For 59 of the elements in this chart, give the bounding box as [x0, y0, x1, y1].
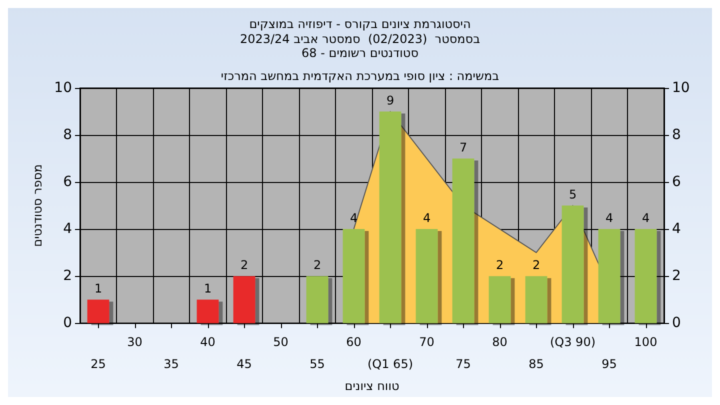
y2-tick-label: 4 [672, 221, 681, 238]
bar [562, 206, 584, 324]
bar [416, 229, 438, 324]
bar [598, 229, 620, 324]
x-tick-label: 45 [236, 357, 252, 372]
x-tick-label: 100 [634, 335, 658, 350]
x-tick-label: (Q1 65) [367, 357, 414, 372]
bar [342, 229, 365, 324]
data-label: 2 [313, 258, 322, 272]
x-tick-label: 60 [346, 335, 362, 350]
bar [379, 112, 402, 324]
x-tick-label: 35 [164, 357, 179, 372]
data-label: 2 [532, 258, 540, 272]
x-tick-label: 75 [456, 357, 471, 372]
x-tick-label: 95 [602, 357, 617, 372]
x-tick-label: 70 [419, 335, 434, 350]
x-tick-label: 40 [200, 335, 216, 350]
data-label: 4 [642, 211, 650, 226]
y2-tick-label: 2 [672, 268, 681, 284]
y2-tick-label: 10 [672, 80, 690, 96]
x-axis-title: טווח ציונים [344, 379, 400, 393]
x-tick-label: (Q3 90) [550, 335, 596, 350]
bar [488, 276, 511, 324]
data-label: 1 [204, 282, 212, 296]
y2-tick-label: 6 [672, 174, 681, 190]
y-axis-title: מספר סטודנטים [30, 164, 44, 247]
x-tick-label: 25 [90, 357, 106, 372]
x-tick-label: 30 [127, 335, 142, 350]
y-tick-label: 4 [63, 221, 72, 238]
y-tick-label: 8 [63, 127, 72, 144]
bar [87, 300, 110, 324]
y-tick-label: 2 [63, 268, 72, 284]
bar [634, 229, 657, 324]
data-label: 4 [350, 211, 358, 226]
data-label: 9 [386, 94, 394, 108]
bar [525, 276, 548, 324]
data-label: 2 [240, 258, 248, 272]
x-tick-label: 50 [273, 335, 288, 350]
data-label: 7 [459, 140, 468, 155]
x-tick-label: 85 [528, 357, 544, 372]
y2-tick-label: 8 [672, 127, 681, 144]
x-tick-label: 55 [310, 357, 325, 372]
y-tick-label: 6 [63, 174, 72, 190]
data-label: 1 [94, 282, 102, 296]
y-tick-label: 10 [54, 80, 72, 96]
text: במשימה : ציון סופי במערכת האקדמית במחשב המרכזי [220, 69, 500, 83]
data-label: 4 [422, 211, 431, 226]
chart-subtitle: בסמסטר (02/2023) סמסטר אביב 2023/24 סטודנטים רשומים - 68 [240, 32, 480, 60]
data-label: 2 [496, 258, 504, 272]
data-label: 4 [605, 211, 614, 226]
bar [306, 276, 328, 324]
x-tick-label: 80 [492, 335, 508, 350]
y2-tick-label: 0 [672, 315, 681, 332]
data-label: 5 [568, 188, 577, 202]
chart-title: היסטוגרמת ציונים בקורס - דיפוזיה במוצקים [249, 17, 471, 31]
y-tick-label: 0 [63, 315, 72, 332]
bar [233, 276, 256, 324]
bar [452, 158, 474, 324]
bar [196, 300, 219, 324]
